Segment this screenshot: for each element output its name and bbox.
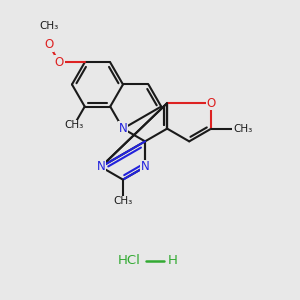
Text: O: O xyxy=(44,38,54,51)
Text: N: N xyxy=(141,160,149,173)
Text: CH₃: CH₃ xyxy=(64,120,83,130)
Text: CH₃: CH₃ xyxy=(39,21,58,31)
Text: N: N xyxy=(118,122,127,135)
Text: O: O xyxy=(55,56,64,69)
Text: CH₃: CH₃ xyxy=(233,124,252,134)
Text: CH₃: CH₃ xyxy=(113,196,133,206)
Text: N: N xyxy=(97,160,105,173)
Text: O: O xyxy=(207,97,216,110)
Text: HCl: HCl xyxy=(118,254,140,268)
Text: H: H xyxy=(168,254,177,268)
